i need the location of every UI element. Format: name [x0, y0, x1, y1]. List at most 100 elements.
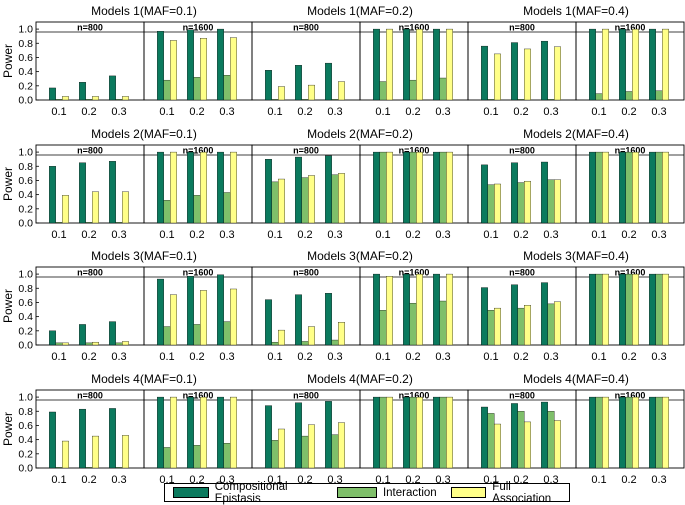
x-tick-label-r1-g2-p2: 0.3: [435, 106, 450, 118]
x-tick-label-r3-g2-p2: 0.3: [435, 351, 450, 363]
bar-r2-g1-p2-c1-s3: [170, 151, 177, 224]
bar-r1-g1-p2-c2-s1: [187, 29, 194, 101]
bar-r4-g2-p1-c1-s1: [265, 405, 272, 469]
bar-r4-g3-p2-c1-s3: [602, 396, 609, 469]
bar-r3-g3-p1-c1-s1: [481, 287, 488, 346]
bar-r2-g3-p2-c2-s1: [619, 151, 626, 224]
bar-r2-g2-p1-c3-s2: [331, 174, 339, 224]
legend-item-full-association: Full Association: [450, 481, 563, 505]
bar-r4-g3-p1-c1-s2: [487, 413, 495, 469]
x-tick-label-r3-g3-p2: 0.3: [651, 351, 666, 363]
y-axis-label-row-3: Power: [1, 289, 15, 323]
bar-r3-g3-p1-c2-s1: [511, 284, 518, 346]
bar-r2-g3-p1-c1-s2: [487, 184, 495, 224]
y-tick-label-row-3: 0.4: [18, 311, 33, 323]
bar-r2-g3-p2-c1-s2: [595, 151, 603, 224]
x-tick-label-r2-g2-p1: 0.2: [297, 229, 312, 241]
bar-r3-g1-p2-c2-s2: [193, 324, 201, 346]
y-axis-label-row-4: Power: [1, 412, 15, 446]
bar-r1-g1-p1-c3-s2: [115, 99, 123, 101]
bar-r4-g1-p2-c3-s2: [223, 443, 231, 469]
bar-r2-g3-p2-c3-s1: [649, 151, 656, 224]
y-tick-label-row-3: 0.2: [18, 325, 33, 337]
x-tick-label-r1-g2-p1: 0.2: [297, 106, 312, 118]
bar-r3-g1-p1-c2-s1: [79, 324, 86, 346]
x-tick-label-r2-g1-p1: 0.3: [111, 229, 126, 241]
panel-n-label-r2-g2-p1: n=800: [293, 146, 319, 156]
bar-r3-g3-p2-c2-s3: [632, 273, 639, 346]
panel-n-label-r1-g2-p2: n=1600: [399, 23, 430, 33]
bar-r3-g1-p2-c2-s3: [200, 290, 207, 346]
group-title-r4-g1: Models 4(MAF=0.1): [91, 372, 197, 386]
bar-r2-g1-p1-c2-s2: [85, 222, 93, 224]
y-tick-label-row-2: 0.8: [18, 161, 33, 173]
bar-r3-g3-p2-c1-s2: [595, 273, 603, 346]
bar-r1-g1-p2-c3-s1: [217, 28, 224, 101]
panel-n-label-r1-g3-p2: n=1600: [615, 23, 646, 33]
bar-r1-g2-p2-c1-s2: [379, 81, 387, 101]
bar-r2-g1-p2-c3-s2: [223, 192, 231, 224]
bar-r2-g2-p2-c3-s3: [446, 151, 453, 224]
bar-r2-g1-p1-c1-s2: [55, 222, 63, 224]
bar-r1-g3-p2-c1-s3: [602, 28, 609, 101]
bar-r2-g2-p2-c1-s2: [379, 151, 387, 224]
bar-r2-g2-p1-c1-s1: [265, 159, 272, 224]
bar-r4-g3-p2-c3-s2: [655, 396, 663, 469]
bar-r2-g1-p2-c2-s3: [200, 151, 207, 224]
bar-r1-g2-p2-c2-s2: [409, 79, 417, 101]
x-tick-label-r3-g1-p1: 0.2: [81, 351, 96, 363]
group-title-r2-g2: Models 2(MAF=0.2): [307, 127, 413, 141]
panel-n-label-r3-g1-p1: n=800: [77, 268, 103, 278]
bar-r3-g1-p1-c1-s2: [55, 342, 63, 346]
bar-r4-g2-p2-c2-s2: [409, 396, 417, 469]
bar-r2-g1-p2-c3-s3: [230, 151, 237, 224]
bar-r1-g2-p1-c1-s2: [271, 99, 279, 101]
x-tick-label-r2-g1-p2: 0.3: [219, 229, 234, 241]
bar-r3-g2-p2-c3-s2: [439, 300, 447, 346]
bar-r1-g3-p1-c3-s2: [547, 99, 555, 101]
bar-r1-g2-p2-c2-s1: [403, 28, 410, 101]
y-tick-label-row-1: 1.0: [18, 24, 33, 36]
x-tick-label-r1-g1-p1: 0.2: [81, 106, 96, 118]
bar-r1-g1-p1-c3-s1: [109, 75, 116, 101]
bar-r2-g1-p1-c2-s3: [92, 191, 99, 224]
bar-r3-g2-p1-c3-s2: [331, 339, 339, 346]
bar-r2-g3-p1-c3-s2: [547, 179, 555, 224]
x-tick-label-r1-g1-p1: 0.3: [111, 106, 126, 118]
bar-r4-g2-p1-c1-s2: [271, 440, 279, 469]
x-tick-label-r1-g1-p1: 0.1: [51, 106, 66, 118]
y-axis-label-row-2: Power: [1, 167, 15, 201]
bar-r3-g1-p1-c2-s3: [92, 341, 99, 346]
bar-r1-g1-p2-c2-s3: [200, 38, 207, 101]
bar-r2-g3-p1-c2-s3: [524, 180, 531, 224]
bar-r2-g1-p1-c2-s1: [79, 162, 86, 224]
bar-r3-g3-p1-c3-s2: [547, 303, 555, 346]
bar-r1-g1-p2-c2-s2: [193, 77, 201, 101]
bar-r1-g1-p2-c3-s3: [230, 37, 237, 101]
x-tick-label-r2-g2-p1: 0.3: [327, 229, 342, 241]
bar-r1-g3-p2-c1-s2: [595, 93, 603, 101]
group-title-r4-g2: Models 4(MAF=0.2): [307, 372, 413, 386]
x-tick-label-r1-g1-p2: 0.3: [219, 106, 234, 118]
bar-r3-g3-p2-c3-s2: [655, 273, 663, 346]
x-tick-label-r1-g3-p1: 0.1: [483, 106, 498, 118]
bar-r3-g2-p2-c3-s3: [446, 273, 453, 346]
bar-r1-g2-p1-c3-s1: [325, 62, 332, 101]
bar-r4-g1-p2-c1-s3: [170, 396, 177, 469]
bar-r4-g2-p2-c1-s1: [373, 396, 380, 469]
bar-r1-g2-p2-c3-s2: [439, 77, 447, 101]
bar-r1-g3-p1-c2-s1: [511, 42, 518, 101]
bar-r4-g2-p1-c2-s1: [295, 402, 302, 469]
x-tick-label-r2-g3-p1: 0.1: [483, 229, 498, 241]
bar-r2-g3-p1-c3-s3: [554, 179, 561, 224]
panel-n-label-r3-g3-p2: n=1600: [615, 268, 646, 278]
bar-r2-g2-p1-c2-s3: [308, 175, 315, 224]
bar-r2-g2-p2-c2-s1: [403, 151, 410, 224]
bar-r2-g2-p2-c1-s3: [386, 151, 393, 224]
bar-r3-g3-p1-c2-s2: [517, 307, 525, 346]
bar-r3-g1-p2-c3-s3: [230, 288, 237, 346]
bar-r3-g1-p1-c1-s1: [49, 330, 56, 346]
bar-r1-g1-p1-c2-s1: [79, 82, 86, 101]
bar-r4-g3-p1-c2-s1: [511, 403, 518, 469]
bar-r1-g3-p1-c3-s1: [541, 40, 548, 101]
